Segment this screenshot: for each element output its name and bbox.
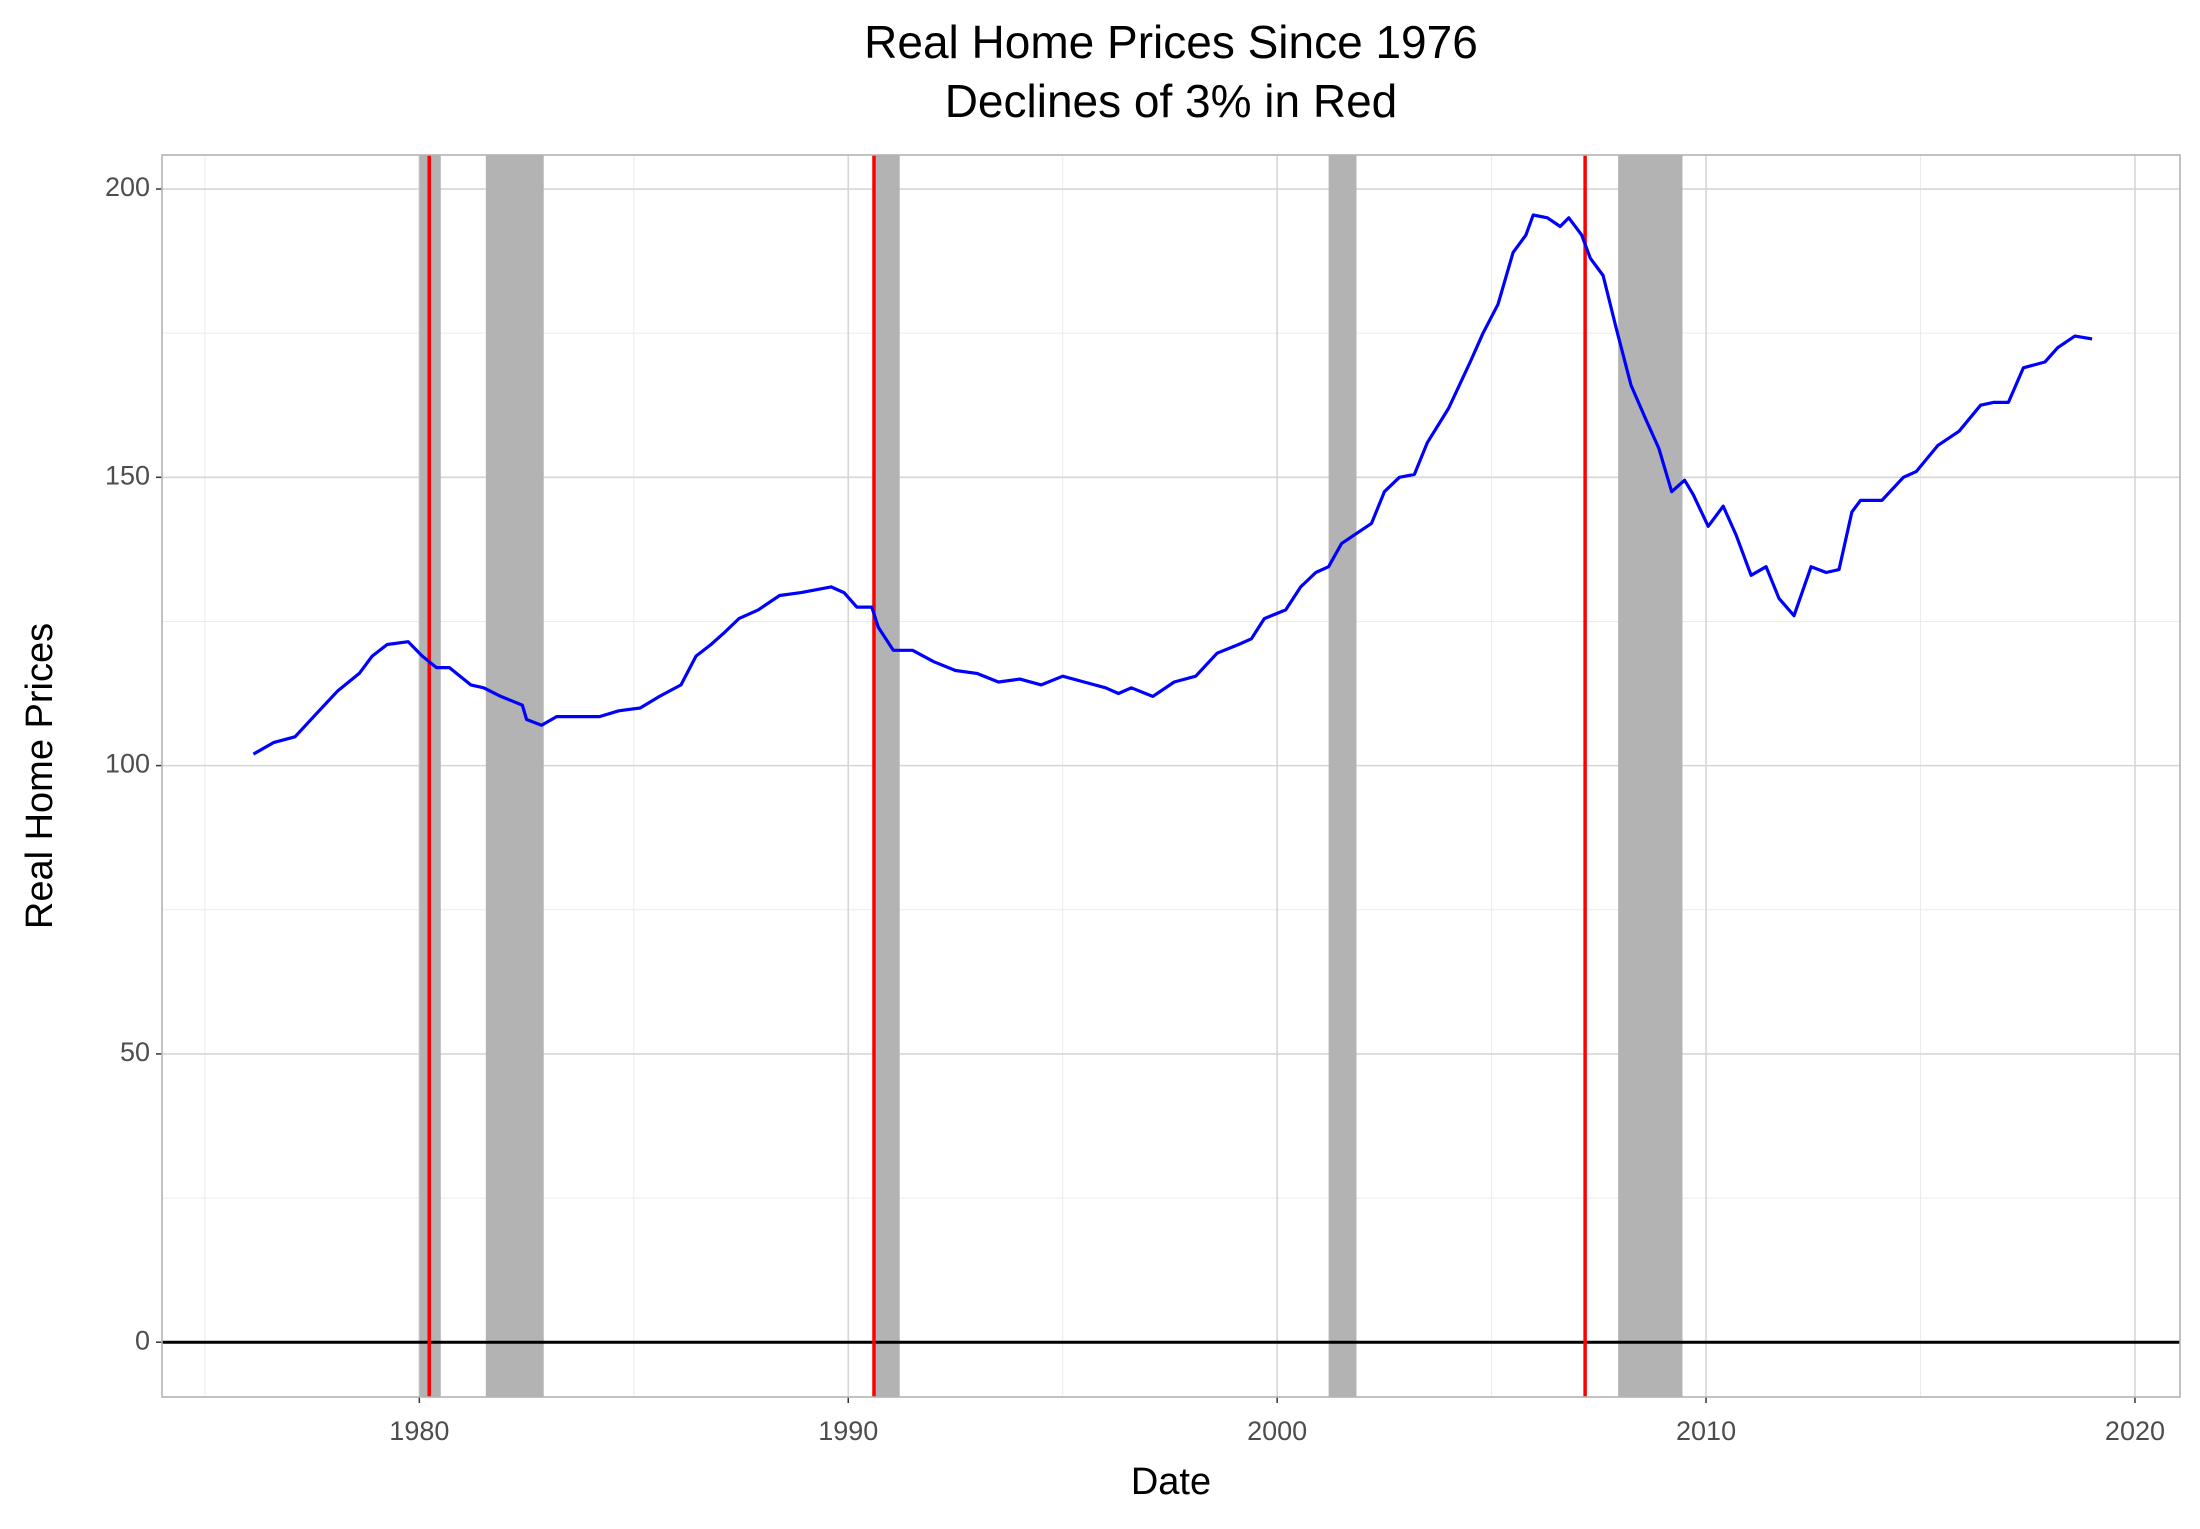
chart-subtitle: Declines of 3% in Red: [945, 75, 1398, 127]
y-tick-label: 0: [135, 1325, 150, 1355]
recession-band: [1328, 155, 1357, 1397]
chart-title: Real Home Prices Since 1976: [864, 16, 1478, 68]
x-tick-label: 1980: [389, 1416, 449, 1446]
recession-band: [485, 155, 544, 1397]
recession-band: [873, 155, 900, 1397]
x-tick-label: 2020: [2105, 1416, 2165, 1446]
y-axis-title: Real Home Prices: [19, 623, 61, 929]
data-line: [252, 213, 2093, 756]
x-tick-label: 1990: [818, 1416, 878, 1446]
x-axis-title: Date: [1131, 1461, 1211, 1503]
x-tick-label: 2010: [1676, 1416, 1736, 1446]
y-tick-label: 150: [105, 460, 150, 490]
y-tick-label: 100: [105, 749, 150, 779]
recession-band: [1618, 155, 1683, 1397]
panel-border: [161, 154, 2181, 1398]
y-tick-label: 200: [105, 172, 150, 202]
x-tick-label: 2000: [1247, 1416, 1307, 1446]
y-tick-label: 50: [120, 1037, 150, 1067]
